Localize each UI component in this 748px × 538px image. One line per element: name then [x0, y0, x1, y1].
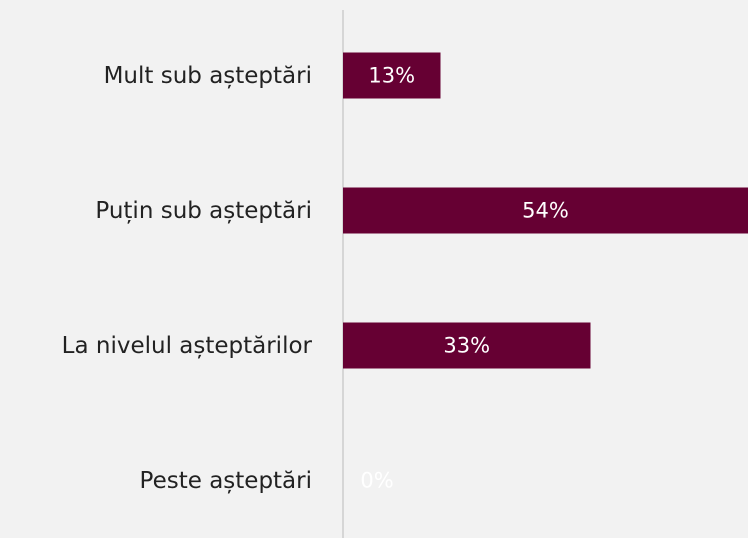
value-label: 13% — [368, 64, 415, 88]
value-label: 54% — [522, 199, 569, 223]
bar — [343, 187, 748, 234]
category-label: Peste așteptări — [140, 468, 312, 494]
bar — [343, 52, 441, 99]
category-label: Mult sub așteptări — [104, 63, 312, 89]
value-label: 0% — [360, 469, 393, 493]
value-label: 33% — [443, 334, 490, 358]
bar — [343, 322, 591, 369]
category-label: Puțin sub așteptări — [95, 198, 312, 224]
category-label: La nivelul așteptărilor — [62, 333, 313, 359]
